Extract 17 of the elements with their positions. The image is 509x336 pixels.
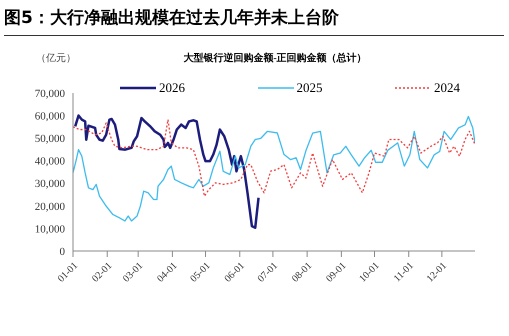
y-tick-label: 0 (60, 246, 66, 258)
chart-subtitle: 大型银行逆回购金额-正回购金额（总计） (182, 51, 368, 65)
y-tick-label: 10,000 (34, 223, 66, 236)
y-tick-label: 50,000 (34, 133, 66, 146)
y-tick-label: 40,000 (34, 156, 66, 168)
y-tick-label: 60,000 (34, 110, 66, 122)
line-series (74, 114, 260, 229)
line-series (73, 116, 475, 222)
legend-label: 2024 (434, 80, 460, 96)
legend-label: 2025 (296, 80, 322, 96)
y-tick-label: 20,000 (34, 200, 66, 213)
legend-label: 2026 (159, 80, 185, 96)
y-tick-label: 30,000 (34, 178, 66, 190)
line-series (73, 118, 475, 197)
chart-title: 图5：大行净融出规模在过去几年并未上台阶 (4, 6, 504, 36)
y-axis-title: （亿元） (36, 52, 76, 65)
y-tick-label: 70,000 (34, 88, 66, 100)
